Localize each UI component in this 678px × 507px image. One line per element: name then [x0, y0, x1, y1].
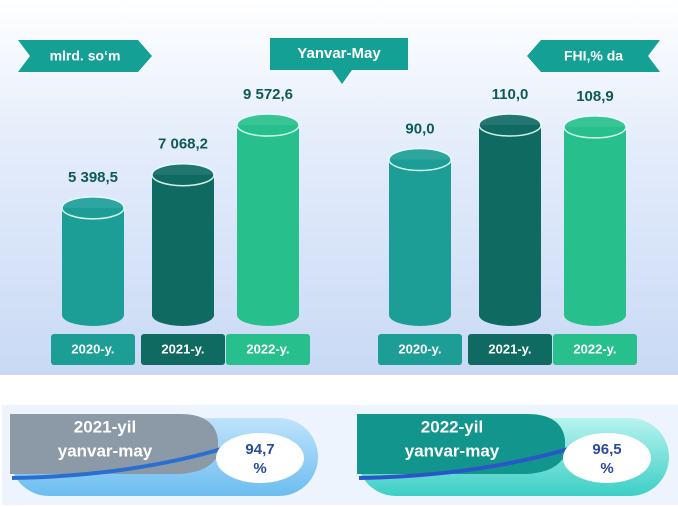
- cylinder-top: [151, 162, 215, 187]
- category-box: [141, 334, 225, 365]
- unit-label: mlrd. so‘m: [50, 48, 121, 64]
- cylinder-top: [563, 115, 627, 139]
- cylinder-body: [479, 125, 541, 326]
- cylinder-top: [478, 113, 542, 137]
- unit-banner: [527, 40, 660, 72]
- badge-value-oval: [216, 433, 304, 483]
- cylinder-body: [62, 207, 124, 326]
- badge-unit: %: [600, 460, 613, 477]
- value-label: 108,9: [576, 88, 614, 105]
- cylinder-body: [389, 159, 451, 326]
- category-label: 2022-y.: [246, 341, 289, 356]
- cylinder-body: [237, 125, 299, 326]
- value-label: 9 572,6: [243, 86, 293, 103]
- badge-value: 94,7: [245, 441, 274, 458]
- badge-swoosh: [358, 446, 573, 480]
- category-box: [378, 334, 462, 365]
- badge-line2: yanvar-may: [58, 441, 153, 460]
- cylinder-top: [236, 113, 300, 137]
- category-label: 2020-y.: [71, 341, 114, 356]
- badge-tab: [357, 414, 565, 474]
- category-label: 2021-y.: [161, 341, 204, 356]
- title: Yanvar-May: [297, 45, 381, 62]
- badge-unit: %: [253, 460, 266, 477]
- badge-tab: [10, 414, 218, 474]
- title-banner: [270, 38, 408, 84]
- badge-line1: 2021-yil: [74, 417, 136, 436]
- value-label: 110,0: [492, 86, 529, 103]
- value-label: 7 068,2: [158, 136, 208, 153]
- badge-value-oval: [563, 433, 651, 483]
- cylinder-body: [152, 174, 214, 326]
- cylinder-top: [61, 196, 125, 220]
- value-label: 5 398,5: [68, 169, 118, 186]
- badge-swoosh: [11, 446, 226, 480]
- category-label: 2022-y.: [573, 341, 616, 356]
- badge-value: 96,5: [592, 441, 621, 458]
- unit-banner: [18, 40, 152, 72]
- category-label: 2020-y.: [398, 341, 441, 356]
- category-box: [468, 334, 552, 365]
- unit-label: FHI,% da: [564, 48, 623, 64]
- category-label: 2021-y.: [488, 341, 531, 356]
- cylinder-body: [564, 126, 626, 327]
- badge-line1: 2022-yil: [421, 417, 483, 436]
- category-box: [553, 334, 637, 365]
- badge-line2: yanvar-may: [405, 441, 500, 460]
- category-box: [51, 334, 135, 365]
- cylinder-top: [388, 147, 452, 172]
- category-box: [226, 334, 310, 365]
- value-label: 90,0: [405, 121, 434, 138]
